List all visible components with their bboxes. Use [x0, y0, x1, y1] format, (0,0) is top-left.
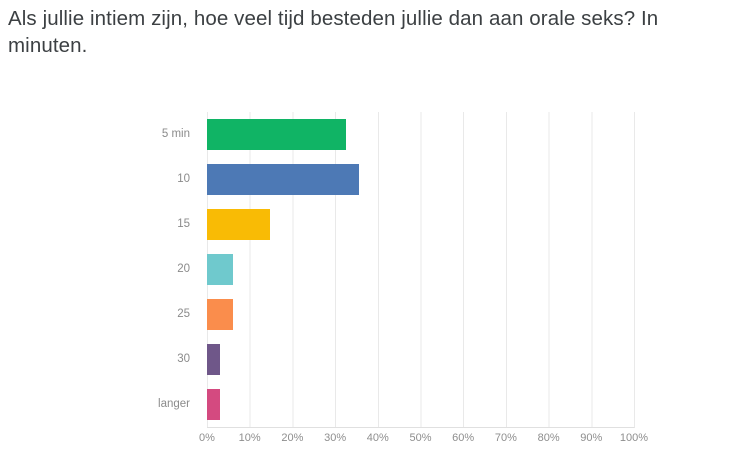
bar — [207, 388, 220, 420]
bar — [207, 163, 359, 195]
row-label: 5 min — [161, 128, 190, 140]
row-label: 30 — [177, 353, 190, 365]
bar-track — [207, 382, 634, 427]
x-tick-label: 10% — [238, 431, 261, 444]
x-tick-label: 50% — [409, 431, 432, 444]
bar-track — [207, 292, 634, 337]
row-label: 15 — [177, 218, 190, 230]
x-axis: 0% 10% 20% 30% 40% 50% 60% 70% 80% 90% 1… — [199, 431, 648, 450]
row-label: langer — [158, 398, 190, 410]
bar-track — [207, 112, 634, 157]
bar — [207, 208, 270, 240]
chart-row: 5 min — [0, 112, 634, 157]
x-tick-label: 90% — [580, 431, 603, 444]
x-tick-label: 0% — [199, 431, 215, 444]
chart-row: 10 — [0, 157, 634, 202]
row-label: 25 — [177, 308, 190, 320]
bar — [207, 118, 346, 150]
bar — [207, 298, 233, 330]
bar-track — [207, 202, 634, 247]
bar-track — [207, 247, 634, 292]
bar-track — [207, 157, 634, 202]
row-label: 10 — [177, 173, 190, 185]
x-tick-label: 20% — [281, 431, 304, 444]
bar — [207, 253, 233, 285]
page-title: Als jullie intiem zijn, hoe veel tijd be… — [8, 7, 659, 58]
x-tick-label: 30% — [324, 431, 347, 444]
chart-rows: 5 min 10 15 20 25 30 langer — [0, 112, 634, 427]
x-tick-label: 100% — [619, 431, 649, 444]
row-label: 20 — [177, 263, 190, 275]
chart-row: 20 — [0, 247, 634, 292]
bar-track — [207, 337, 634, 382]
bar-chart: 5 min 10 15 20 25 30 langer 0% 10% — [0, 111, 749, 450]
chart-row: 30 — [0, 337, 634, 382]
x-tick-label: 60% — [452, 431, 475, 444]
x-tick-label: 80% — [537, 431, 560, 444]
bar — [207, 343, 220, 375]
chart-row: 15 — [0, 202, 634, 247]
x-tick-label: 70% — [494, 431, 517, 444]
chart-row: langer — [0, 382, 634, 427]
x-tick-label: 40% — [366, 431, 389, 444]
chart-row: 25 — [0, 292, 634, 337]
